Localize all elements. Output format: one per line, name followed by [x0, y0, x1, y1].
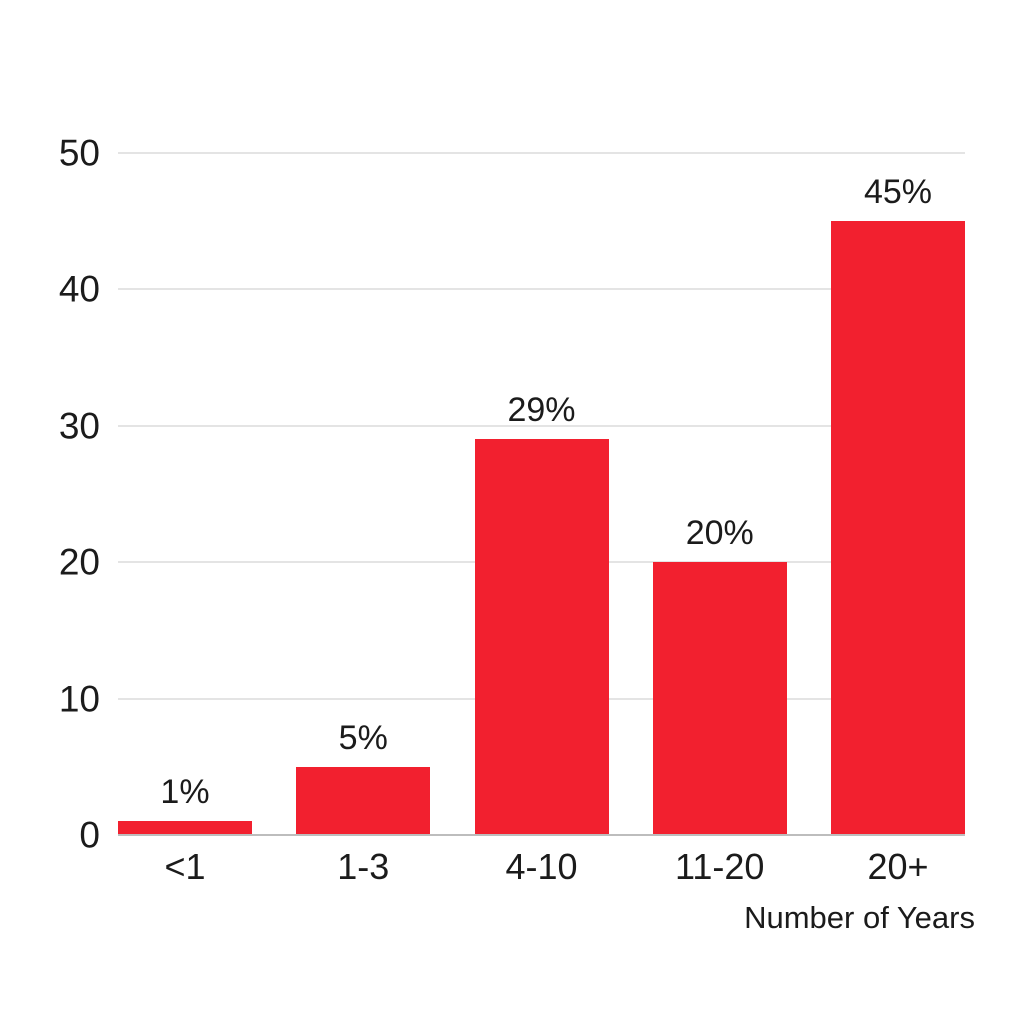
y-tick-label: 10 [58, 678, 100, 720]
x-tick-label: 1-3 [337, 846, 390, 887]
bar-value-label: 29% [507, 391, 576, 430]
y-tick-label: 30 [58, 405, 100, 447]
bar-value-label: 1% [160, 773, 210, 812]
x-tick-label: <1 [164, 846, 206, 887]
bar [831, 221, 965, 835]
plot-area: 1% 5% 29% 20% 45% [118, 152, 965, 836]
bar [296, 766, 431, 835]
x-tick-label: 20+ [867, 846, 929, 887]
bar-slot: 45% [831, 153, 965, 835]
gridline [118, 152, 965, 154]
bar [652, 562, 787, 835]
bar-slot: 29% [474, 153, 609, 835]
x-axis-line [118, 834, 965, 836]
gridline [118, 424, 965, 427]
bar-slot: 5% [296, 153, 431, 835]
x-axis-title: Number of Years [744, 900, 975, 935]
y-axis: 0 10 20 30 40 50 [0, 135, 100, 854]
bar-slot: 1% [118, 153, 252, 835]
x-tick-label: 11-20 [675, 846, 765, 887]
y-tick-label: 40 [58, 268, 100, 310]
y-tick-label: 50 [58, 132, 100, 174]
y-tick-label: 0 [79, 814, 100, 856]
bar-slot: 20% [652, 153, 787, 835]
y-tick-label: 20 [58, 541, 100, 583]
gridline [118, 288, 965, 291]
x-tick-label: 4-10 [505, 846, 578, 887]
bar-value-label: 5% [338, 718, 388, 757]
bar [474, 439, 609, 835]
bar-value-label: 45% [863, 173, 933, 212]
x-axis-labels: <1 1-3 4-10 11-20 20+ [118, 847, 965, 887]
bars-row: 1% 5% 29% 20% 45% [118, 153, 965, 835]
bar-value-label: 20% [685, 514, 754, 553]
bar [118, 821, 252, 835]
